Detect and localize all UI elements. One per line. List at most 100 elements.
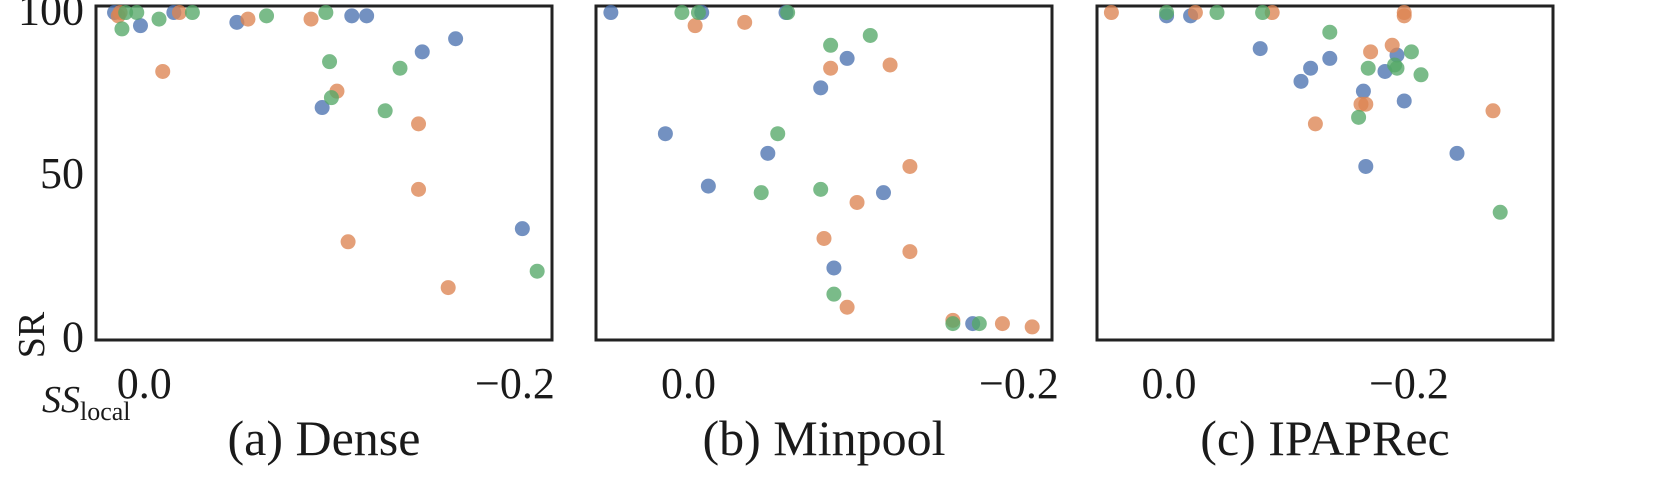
- data-point-blue: [132, 18, 148, 34]
- data-point-orange: [882, 57, 898, 73]
- data-point-green: [392, 60, 408, 76]
- data-point-blue: [314, 100, 330, 116]
- data-point-orange: [902, 158, 918, 174]
- plot-frame: [1095, 4, 1555, 342]
- data-point-blue: [657, 126, 673, 142]
- data-point-orange: [1485, 103, 1501, 119]
- data-point-blue: [1449, 145, 1465, 161]
- plot-frame: [594, 4, 1054, 342]
- data-point-orange: [340, 234, 356, 250]
- data-point-green: [690, 5, 706, 21]
- chart-panel-2: 0.0 −0.2 (b) Minpool: [594, 4, 1059, 466]
- data-point-blue: [1396, 93, 1412, 109]
- data-point-green: [151, 11, 167, 27]
- data-point-green: [945, 316, 961, 332]
- data-point-green: [184, 5, 200, 21]
- data-point-green: [323, 90, 339, 106]
- data-point-orange: [849, 194, 865, 210]
- axes-labels: SR SSlocal: [11, 311, 131, 426]
- data-point-blue: [700, 178, 716, 194]
- data-point-orange: [1103, 5, 1119, 21]
- data-point-green: [322, 54, 338, 70]
- data-point-green: [770, 126, 786, 142]
- data-point-blue: [875, 185, 891, 201]
- x-tick-label: −0.2: [1369, 359, 1449, 408]
- data-point-green: [1255, 5, 1271, 21]
- data-point-orange: [737, 14, 753, 30]
- data-point-orange: [171, 5, 187, 21]
- data-point-green: [1360, 60, 1376, 76]
- data-point-blue: [813, 80, 829, 96]
- y-tick-label: 100: [18, 0, 84, 34]
- x-tick-label: 0.0: [661, 359, 716, 408]
- data-point-orange: [411, 116, 427, 132]
- data-point-green: [318, 5, 334, 21]
- y-tick-label: 50: [40, 149, 84, 198]
- data-point-blue: [1303, 60, 1319, 76]
- data-point-orange: [839, 299, 855, 315]
- data-point-green: [1413, 67, 1429, 83]
- data-point-orange: [411, 181, 427, 197]
- data-point-blue: [1293, 73, 1309, 89]
- data-point-blue: [448, 31, 464, 47]
- y-axis-label: SR: [11, 311, 53, 358]
- data-point-blue: [359, 8, 375, 24]
- panels: 0 50 100 0.0 −0.2 (a) Dense 0.0 −0.2 (b) Minpool…: [18, 0, 1555, 466]
- panel-caption: (c) IPAPRec: [1200, 410, 1450, 466]
- data-point-green: [1403, 44, 1419, 60]
- data-point-green: [971, 316, 987, 332]
- data-point-blue: [514, 221, 530, 237]
- data-point-green: [1209, 5, 1225, 21]
- data-point-orange: [1384, 37, 1400, 53]
- chart-panel-1: 0 50 100 0.0 −0.2 (a) Dense: [18, 0, 555, 466]
- x-axis-label-subscript: local: [80, 397, 131, 426]
- chart-panel-3: 0.0 −0.2(c) IPAPRec: [1095, 4, 1555, 466]
- data-point-green: [813, 181, 829, 197]
- data-point-orange: [1396, 5, 1412, 21]
- x-tick-label: −0.2: [475, 359, 555, 408]
- data-point-blue: [1358, 158, 1374, 174]
- data-point-orange: [440, 280, 456, 296]
- data-point-blue: [826, 260, 842, 276]
- data-point-orange: [303, 11, 319, 27]
- data-point-green: [377, 103, 393, 119]
- data-point-green: [259, 8, 275, 24]
- data-point-green: [753, 185, 769, 201]
- data-point-blue: [1355, 83, 1371, 99]
- data-point-green: [674, 5, 690, 21]
- x-axis-label: SSlocal: [42, 379, 131, 426]
- data-point-orange: [1187, 5, 1203, 21]
- data-point-orange: [240, 11, 256, 27]
- data-point-orange: [1363, 44, 1379, 60]
- data-point-green: [1322, 24, 1338, 40]
- data-point-blue: [414, 44, 430, 60]
- data-point-orange: [155, 63, 171, 79]
- data-point-green: [129, 5, 145, 21]
- data-point-green: [1351, 109, 1367, 125]
- data-point-green: [114, 21, 130, 37]
- data-point-green: [1159, 5, 1175, 21]
- data-point-orange: [1358, 96, 1374, 112]
- panel-caption: (b) Minpool: [702, 410, 945, 466]
- data-point-green: [823, 37, 839, 53]
- y-tick-label: 0: [62, 313, 84, 362]
- data-point-green: [862, 27, 878, 43]
- data-point-green: [118, 5, 134, 21]
- x-tick-label: 0.0: [1142, 359, 1197, 408]
- data-point-blue: [760, 145, 776, 161]
- plot-frame: [94, 4, 554, 342]
- data-point-orange: [1307, 116, 1323, 132]
- data-point-blue: [1252, 41, 1268, 57]
- data-point-blue: [344, 8, 360, 24]
- data-point-green: [826, 286, 842, 302]
- data-point-green: [529, 263, 545, 279]
- data-point-blue: [1322, 50, 1338, 66]
- x-axis-label-main: SS: [42, 379, 80, 421]
- data-point-orange: [902, 244, 918, 260]
- data-point-orange: [994, 316, 1010, 332]
- data-point-green: [1389, 60, 1405, 76]
- x-tick-label: −0.2: [979, 359, 1059, 408]
- panel-caption: (a) Dense: [228, 410, 421, 466]
- data-point-green: [1492, 204, 1508, 220]
